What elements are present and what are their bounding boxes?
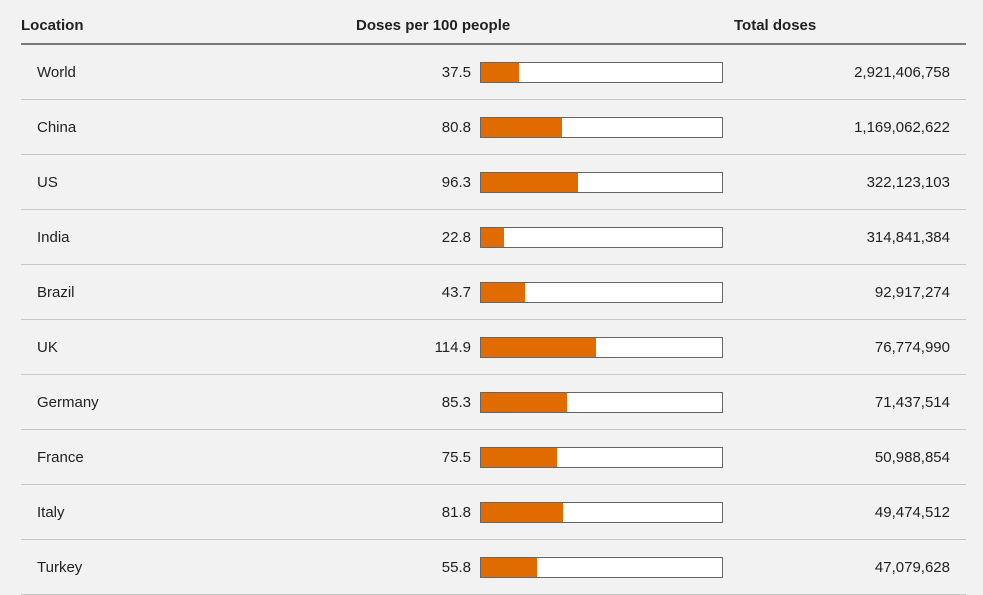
doses-bar-track — [480, 392, 723, 413]
table-body: World 37.5 2,921,406,758 China 80.8 1,169,062… — [21, 45, 966, 595]
doses-bar-track — [480, 172, 723, 193]
total-doses-value: 49,474,512 — [874, 504, 950, 521]
location-label: India — [37, 229, 70, 246]
table-row: Turkey 55.8 47,079,628 — [21, 540, 966, 595]
doses-bar — [481, 283, 525, 302]
column-header-location[interactable]: Location — [21, 17, 84, 34]
total-doses-value: 2,921,406,758 — [854, 64, 950, 81]
total-doses-value: 47,079,628 — [874, 559, 950, 576]
doses-per-100-value: 22.8 — [441, 229, 471, 246]
doses-per-100-value: 80.8 — [441, 119, 471, 136]
table-row: China 80.8 1,169,062,622 — [21, 100, 966, 155]
table-row: India 22.8 314,841,384 — [21, 210, 966, 265]
doses-bar-track — [480, 337, 723, 358]
doses-bar — [481, 393, 567, 412]
total-doses-value: 1,169,062,622 — [854, 119, 950, 136]
table-row: France 75.5 50,988,854 — [21, 430, 966, 485]
column-header-total-doses[interactable]: Total doses — [734, 17, 817, 34]
table-row: World 37.5 2,921,406,758 — [21, 45, 966, 100]
doses-bar-track — [480, 502, 723, 523]
doses-per-100-value: 75.5 — [441, 449, 471, 466]
doses-bar — [481, 448, 557, 467]
doses-per-100-value: 85.3 — [441, 394, 471, 411]
total-doses-value: 314,841,384 — [866, 229, 950, 246]
doses-bar-track — [480, 557, 723, 578]
doses-per-100-value: 55.8 — [441, 559, 471, 576]
location-label: Germany — [37, 394, 99, 411]
doses-bar — [481, 338, 596, 357]
location-label: World — [37, 64, 76, 81]
doses-bar — [481, 228, 504, 247]
location-label: US — [37, 174, 58, 191]
doses-bar — [481, 173, 578, 192]
total-doses-value: 50,988,854 — [874, 449, 950, 466]
table-row: US 96.3 322,123,103 — [21, 155, 966, 210]
doses-per-100-value: 43.7 — [441, 284, 471, 301]
table-header: Location Doses per 100 people Total dose… — [21, 0, 966, 45]
doses-bar — [481, 118, 562, 137]
table-row: Germany 85.3 71,437,514 — [21, 375, 966, 430]
doses-per-100-value: 114.9 — [434, 339, 471, 356]
location-label: Italy — [37, 504, 65, 521]
table-row: Italy 81.8 49,474,512 — [21, 485, 966, 540]
doses-bar-track — [480, 117, 723, 138]
table-row: Brazil 43.7 92,917,274 — [21, 265, 966, 320]
total-doses-value: 76,774,990 — [874, 339, 950, 356]
location-label: UK — [37, 339, 58, 356]
doses-bar — [481, 63, 519, 82]
location-label: France — [37, 449, 84, 466]
doses-per-100-value: 96.3 — [441, 174, 471, 191]
total-doses-value: 92,917,274 — [874, 284, 950, 301]
doses-per-100-value: 37.5 — [441, 64, 471, 81]
table-row: UK 114.9 76,774,990 — [21, 320, 966, 375]
column-header-doses-per-100[interactable]: Doses per 100 people — [356, 17, 511, 34]
location-label: Turkey — [37, 559, 83, 576]
total-doses-value: 71,437,514 — [874, 394, 950, 411]
doses-bar-track — [480, 227, 723, 248]
location-label: Brazil — [37, 284, 75, 301]
doses-bar — [481, 558, 537, 577]
total-doses-value: 322,123,103 — [866, 174, 950, 191]
doses-bar — [481, 503, 563, 522]
doses-bar-track — [480, 447, 723, 468]
vaccination-table: Location Doses per 100 people Total dose… — [21, 0, 966, 595]
location-label: China — [37, 119, 77, 136]
doses-per-100-value: 81.8 — [441, 504, 471, 521]
doses-bar-track — [480, 62, 723, 83]
doses-bar-track — [480, 282, 723, 303]
